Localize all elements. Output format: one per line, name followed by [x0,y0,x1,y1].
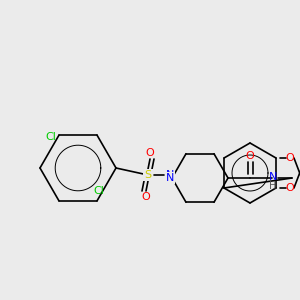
Text: H: H [269,181,277,191]
Text: O: O [146,148,154,158]
Text: Cl: Cl [46,132,56,142]
Text: O: O [286,153,294,163]
Text: S: S [144,170,152,180]
Text: Cl: Cl [94,186,104,196]
Text: N: N [166,170,174,180]
Text: O: O [142,192,150,202]
Text: N: N [269,172,277,182]
Text: O: O [286,183,294,193]
Text: N: N [166,173,174,183]
Text: O: O [246,151,254,161]
